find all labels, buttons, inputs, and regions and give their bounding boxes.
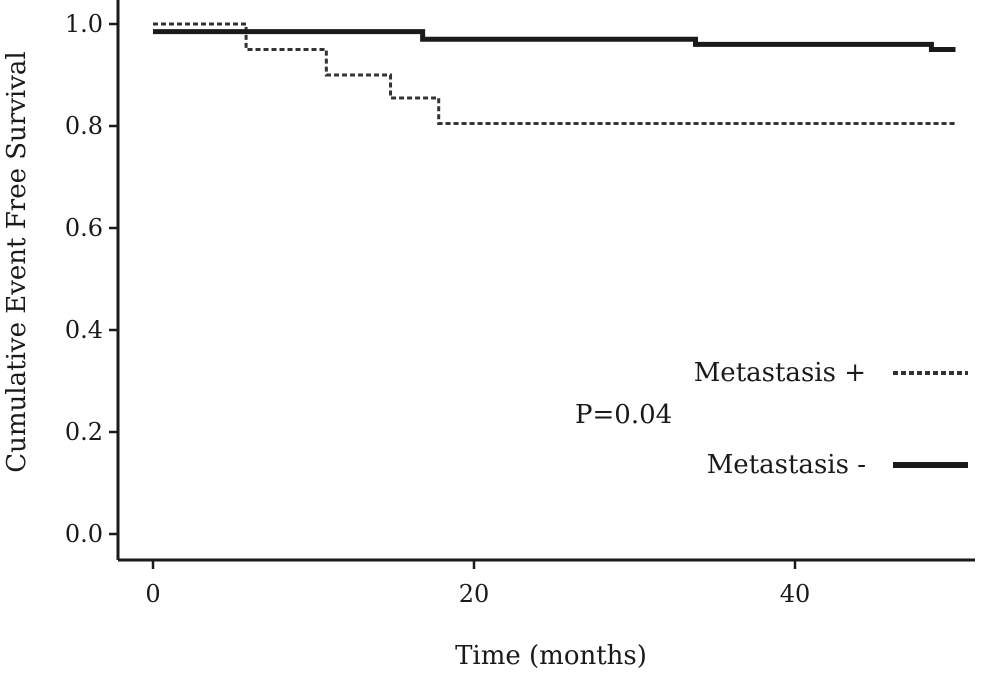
y-tick-label: 0.4	[65, 316, 103, 344]
x-axis-title: Time (months)	[455, 641, 647, 671]
series-metastasis-negative-line	[153, 29, 956, 52]
y-tick-label: 1.0	[65, 10, 103, 38]
p-value-annotation: P=0.04	[575, 400, 672, 430]
legend-label: Metastasis -	[707, 450, 866, 480]
x-tick-label: 0	[145, 580, 160, 608]
series-metastasis-positive-line	[153, 22, 956, 125]
y-tick-label: 0.0	[65, 520, 103, 548]
legend: Metastasis + Metastasis -	[694, 358, 968, 480]
y-tick-label: 0.8	[65, 112, 103, 140]
x-tick-label: 40	[780, 580, 811, 608]
legend-label: Metastasis +	[694, 358, 866, 388]
x-tick-label: 20	[459, 580, 490, 608]
y-tick-label: 0.2	[65, 418, 103, 446]
series-layer	[153, 22, 956, 125]
axes: 0.0 0.2 0.4 0.6 0.8 1.0 0 20 40	[65, 0, 975, 608]
y-axis-title: Cumulative Event Free Survival	[2, 51, 32, 472]
y-tick-label: 0.6	[65, 214, 103, 242]
